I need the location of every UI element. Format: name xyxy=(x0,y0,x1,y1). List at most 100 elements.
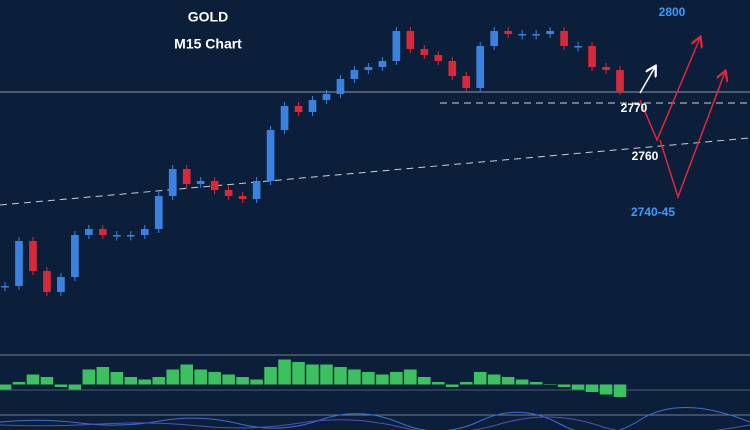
candle xyxy=(252,181,261,199)
histogram-bar xyxy=(12,382,26,385)
histogram-bar xyxy=(208,372,221,385)
candle xyxy=(518,34,527,36)
candle xyxy=(504,31,513,34)
histogram-bar xyxy=(348,369,361,385)
candle xyxy=(29,241,37,271)
candle xyxy=(140,229,149,235)
candle xyxy=(71,235,79,277)
histogram-bar xyxy=(473,372,487,385)
candle xyxy=(1,286,9,288)
candle xyxy=(336,79,345,94)
histogram-bar xyxy=(320,364,333,385)
arrow xyxy=(639,38,700,142)
histogram-bar xyxy=(68,384,82,390)
level-label: 2800 xyxy=(659,5,686,19)
candle xyxy=(532,34,540,36)
candle xyxy=(616,70,624,91)
histogram-bar xyxy=(40,377,54,385)
candle xyxy=(280,106,289,130)
candle xyxy=(490,31,499,46)
histogram-bar xyxy=(306,364,319,385)
candle xyxy=(322,94,331,100)
candle xyxy=(588,46,596,67)
histogram-bar xyxy=(376,374,389,385)
histogram-bar xyxy=(557,384,571,387)
chart-title: GOLD xyxy=(188,9,228,25)
arrow xyxy=(639,67,655,94)
histogram-bar xyxy=(54,384,68,387)
histogram-bar xyxy=(110,372,124,385)
histogram-bar xyxy=(404,369,417,385)
chart-subtitle: M15 Chart xyxy=(174,36,242,52)
candle xyxy=(406,31,415,49)
trend-line xyxy=(0,137,750,206)
histogram-bar xyxy=(334,367,347,385)
histogram-bar xyxy=(278,359,291,385)
histogram-bar xyxy=(292,362,305,385)
candle xyxy=(224,190,233,196)
level-label: 2740-45 xyxy=(631,205,675,219)
histogram-bar xyxy=(487,374,501,385)
histogram-bar xyxy=(613,384,627,397)
candle xyxy=(546,31,554,34)
candle xyxy=(350,70,359,79)
histogram-bar xyxy=(264,367,277,385)
histogram-bar xyxy=(96,367,110,385)
candle xyxy=(560,31,568,46)
histogram-bar xyxy=(445,384,459,387)
histogram-bar xyxy=(599,384,613,395)
candle xyxy=(154,196,163,229)
oscillator-line xyxy=(0,416,750,430)
candle xyxy=(364,67,373,70)
candle xyxy=(168,169,177,196)
level-label: 2770 xyxy=(621,101,648,115)
histogram-bar xyxy=(82,369,96,385)
arrow xyxy=(659,72,725,200)
candle xyxy=(434,55,443,61)
histogram-bar xyxy=(571,384,585,390)
candle xyxy=(476,46,485,88)
histogram-bar xyxy=(222,374,235,385)
candle xyxy=(602,67,610,70)
candle xyxy=(308,100,317,112)
candle xyxy=(43,271,51,292)
candle xyxy=(98,229,107,235)
candle xyxy=(420,49,429,55)
histogram-bar xyxy=(0,384,12,390)
histogram-bar xyxy=(194,369,207,385)
histogram-bar xyxy=(250,379,263,385)
histogram-bar xyxy=(166,369,180,385)
histogram-bar xyxy=(124,377,138,385)
histogram-bar xyxy=(515,379,529,385)
histogram-bar xyxy=(459,382,473,385)
candle xyxy=(196,181,205,184)
histogram-bar xyxy=(362,372,375,385)
histogram-bar xyxy=(418,377,431,385)
level-label: 2760 xyxy=(632,149,659,163)
candle xyxy=(126,235,135,237)
histogram-bar xyxy=(501,377,515,385)
candle xyxy=(574,46,582,48)
candle xyxy=(210,181,219,190)
candle xyxy=(15,241,23,286)
histogram-bar xyxy=(138,379,152,385)
histogram-bar xyxy=(26,374,40,385)
histogram-bar xyxy=(529,382,543,385)
candle xyxy=(238,196,247,199)
candle xyxy=(448,61,457,76)
histogram-bar xyxy=(390,372,403,385)
candle xyxy=(378,61,387,67)
histogram-bar xyxy=(432,382,445,385)
oscillator-line xyxy=(0,407,750,430)
candle xyxy=(266,130,275,181)
histogram-bar xyxy=(585,384,599,392)
histogram-bar xyxy=(543,384,557,385)
candle xyxy=(294,106,303,112)
histogram-bar xyxy=(236,377,249,385)
candle xyxy=(112,235,121,237)
histogram-bar xyxy=(180,364,193,385)
candle xyxy=(392,31,401,61)
